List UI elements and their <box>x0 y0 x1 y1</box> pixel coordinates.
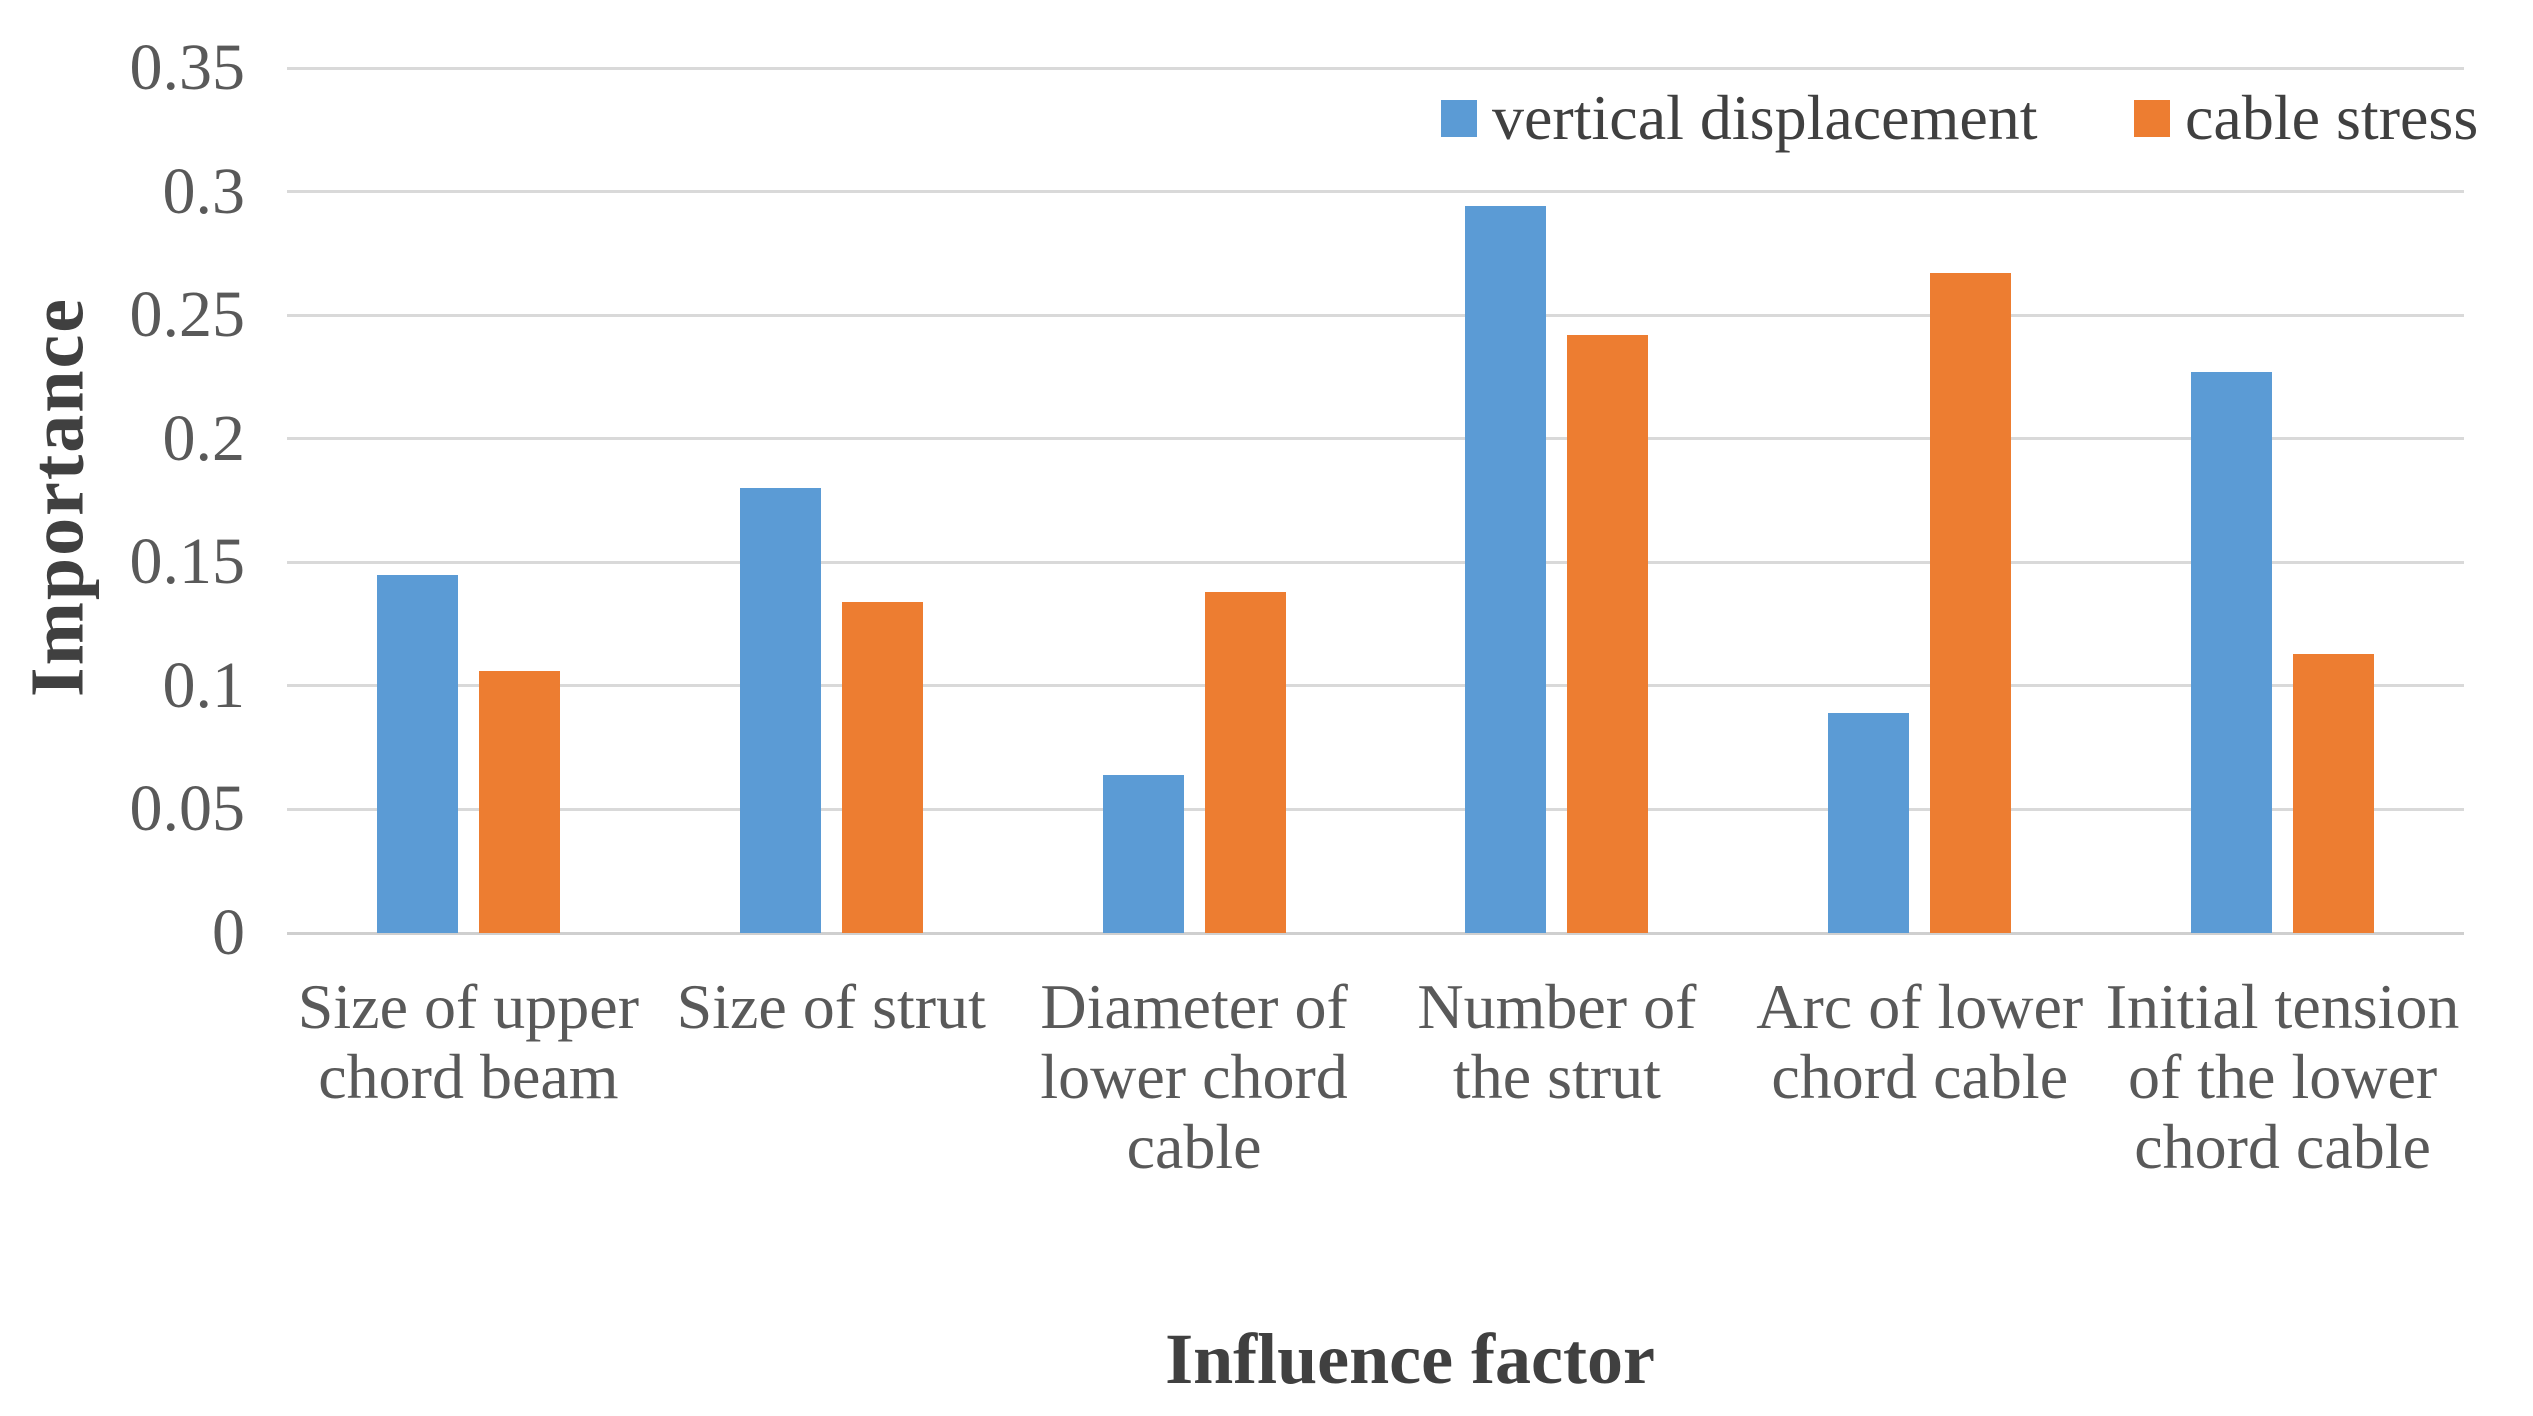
bar-series0-cat2 <box>1102 774 1184 933</box>
gridline <box>287 807 2464 811</box>
legend-label: vertical displacement <box>1492 82 2038 153</box>
bar-series0-cat4 <box>1828 713 1910 933</box>
y-axis-tick-label: 0.15 <box>129 525 246 599</box>
gridline <box>287 931 2464 935</box>
legend-item-cable-stress: cable stress <box>2134 86 2478 150</box>
y-axis-tick-label: 0 <box>212 896 245 969</box>
y-axis-title: Importance <box>15 297 100 697</box>
legend-label: cable stress <box>2185 82 2479 153</box>
bar-series0-cat1 <box>739 488 821 933</box>
bar-series0-cat0 <box>376 574 458 933</box>
vertical-displacement-swatch-icon <box>1441 99 1477 137</box>
gridline <box>287 684 2464 688</box>
gridline <box>287 190 2464 194</box>
x-axis-title: Influence factor <box>1165 1319 1655 1399</box>
bar-series1-cat4 <box>1930 273 2012 933</box>
x-axis-category-label: Size of strut <box>676 971 986 1042</box>
y-axis-tick-label: 0.25 <box>129 278 246 352</box>
bar-series1-cat2 <box>1204 591 1286 933</box>
y-axis-tick-label: 0.3 <box>162 154 246 228</box>
bar-series1-cat1 <box>841 601 923 933</box>
x-axis-category-label: Size of upper chord beam <box>297 971 640 1112</box>
x-axis-category-label: Diameter of lower chord cable <box>1040 971 1348 1182</box>
legend-item-vertical-displacement: vertical displacement <box>1441 86 2038 150</box>
y-axis-tick-label: 0.05 <box>129 772 246 846</box>
bar-series1-cat5 <box>2293 653 2375 933</box>
gridline <box>287 437 2464 441</box>
x-axis-category-label: Initial tension of the lower chord cable <box>2105 971 2460 1182</box>
bar-series0-cat3 <box>1465 206 1547 933</box>
cable-stress-swatch-icon <box>2134 99 2170 137</box>
gridline <box>287 66 2464 70</box>
y-axis-tick-label: 0.2 <box>162 401 246 475</box>
y-axis-tick-label: 0.35 <box>129 31 246 104</box>
x-axis-category-label: Arc of lower chord cable <box>1756 971 2084 1112</box>
gridline <box>287 313 2464 317</box>
bar-series1-cat3 <box>1567 334 1649 933</box>
bar-series1-cat0 <box>478 671 560 933</box>
gridline <box>287 560 2464 564</box>
bar-series0-cat5 <box>2191 371 2273 933</box>
y-axis-tick-label: 0.1 <box>162 648 246 722</box>
x-axis-category-label: Number of the strut <box>1417 971 1697 1112</box>
